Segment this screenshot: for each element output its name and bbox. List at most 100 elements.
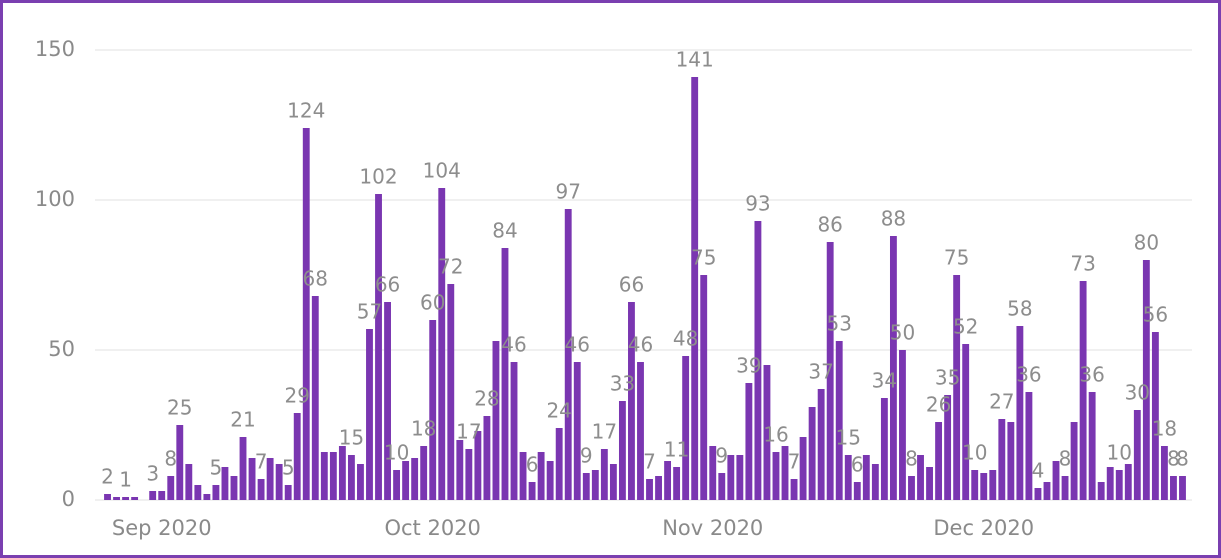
bar <box>772 452 780 500</box>
bar <box>1079 281 1087 500</box>
bar <box>1097 482 1105 500</box>
bar <box>781 446 789 500</box>
bar <box>727 455 735 500</box>
data-label: 17 <box>456 420 481 444</box>
data-label: 9 <box>715 444 728 468</box>
bar <box>546 461 554 500</box>
bar <box>962 344 970 500</box>
bar <box>1034 488 1042 500</box>
bar <box>926 467 933 500</box>
data-label: 102 <box>359 165 397 189</box>
bar <box>718 473 726 500</box>
data-label: 84 <box>492 219 517 243</box>
bar <box>998 419 1006 500</box>
data-label: 9 <box>580 444 593 468</box>
bar <box>257 479 265 500</box>
data-label: 6 <box>851 453 864 477</box>
data-label: 10 <box>1107 441 1132 465</box>
bar <box>149 491 157 500</box>
bar <box>492 341 500 500</box>
data-label: 68 <box>303 267 328 291</box>
data-label: 25 <box>167 396 192 420</box>
bar <box>1025 392 1033 500</box>
data-label: 1 <box>119 468 132 492</box>
bar <box>989 470 997 500</box>
data-label: 35 <box>935 366 960 390</box>
bar <box>329 452 337 500</box>
bar <box>618 401 626 500</box>
data-label: 7 <box>255 450 268 474</box>
data-label: 4 <box>1032 459 1045 483</box>
bar <box>1151 332 1159 500</box>
data-label: 15 <box>339 426 364 450</box>
bar <box>1007 422 1015 500</box>
data-label: 36 <box>1016 363 1041 387</box>
data-label: 46 <box>628 333 653 357</box>
bar <box>637 362 644 500</box>
bar <box>917 455 924 500</box>
data-label: 75 <box>691 246 716 270</box>
bar <box>573 362 581 500</box>
data-label: 86 <box>817 213 842 237</box>
bar <box>347 455 355 500</box>
bar <box>844 455 852 500</box>
x-tick-label: Oct 2020 <box>384 516 480 540</box>
bar <box>808 407 816 500</box>
bar <box>628 302 635 500</box>
y-tick-label: 0 <box>62 487 75 511</box>
data-label: 56 <box>1143 303 1168 327</box>
bar <box>1170 476 1177 500</box>
bar <box>1115 470 1123 500</box>
bar <box>673 467 681 500</box>
bar <box>1124 464 1132 500</box>
data-label: 7 <box>643 450 656 474</box>
y-tick-label: 100 <box>35 187 75 211</box>
bar <box>474 431 482 500</box>
bar <box>284 485 292 500</box>
data-label: 93 <box>745 192 770 216</box>
x-tick-label: Dec 2020 <box>933 516 1034 540</box>
bar <box>853 482 861 500</box>
bar <box>311 296 319 500</box>
bar <box>564 209 572 500</box>
data-label: 8 <box>905 447 918 471</box>
bar <box>411 458 419 500</box>
bar <box>302 128 310 500</box>
bar <box>736 455 744 500</box>
bar <box>185 464 193 500</box>
bar <box>899 350 906 500</box>
bar <box>700 275 708 500</box>
bar <box>537 452 545 500</box>
bar <box>709 446 717 500</box>
data-label: 39 <box>736 354 761 378</box>
bar <box>1043 482 1051 500</box>
bar <box>908 476 915 500</box>
bar <box>384 302 391 500</box>
bar <box>889 236 897 500</box>
data-label: 50 <box>890 321 915 345</box>
data-label: 52 <box>953 315 978 339</box>
data-label: 5 <box>282 456 295 480</box>
bar <box>835 341 843 500</box>
bar <box>176 425 184 500</box>
data-label: 37 <box>808 360 833 384</box>
y-tick-label: 50 <box>48 337 75 361</box>
data-label: 21 <box>230 408 255 432</box>
data-label: 8 <box>1167 447 1180 471</box>
data-label: 24 <box>546 399 571 423</box>
data-label: 46 <box>565 333 590 357</box>
data-label: 26 <box>926 393 951 417</box>
data-label: 33 <box>610 372 635 396</box>
bar <box>158 491 166 500</box>
bar <box>465 449 473 500</box>
bar <box>1142 260 1150 500</box>
bar <box>357 464 364 500</box>
bar <box>799 437 807 500</box>
bar <box>104 494 111 500</box>
bar <box>1179 476 1186 500</box>
bar <box>682 356 690 500</box>
data-label: 5 <box>210 456 223 480</box>
bar <box>935 422 943 500</box>
data-label: 29 <box>284 384 309 408</box>
bar <box>429 320 437 500</box>
